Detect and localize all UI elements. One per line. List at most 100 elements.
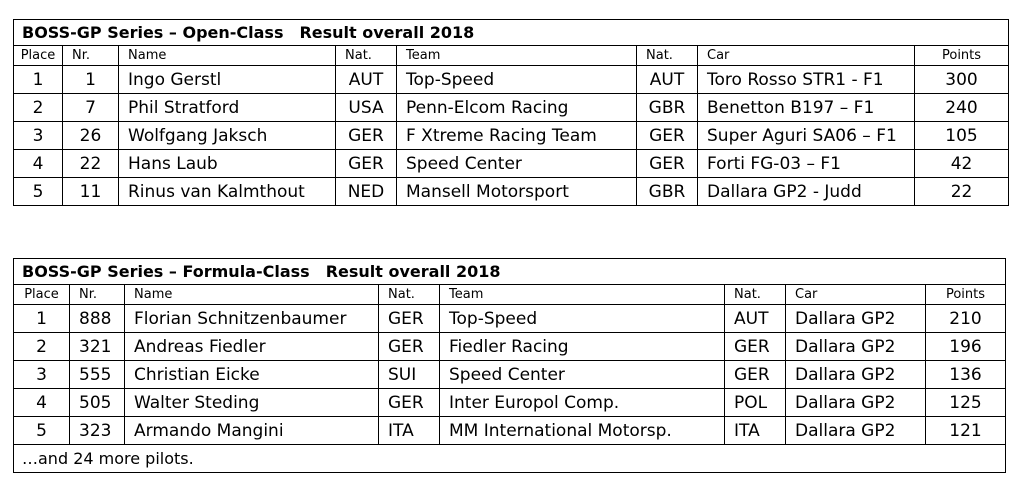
table-row: 1 1 Ingo Gerstl AUT Top-Speed AUT Toro R… xyxy=(13,65,1010,94)
number-cell: 888 xyxy=(69,304,125,333)
team-nationality-cell: GBR xyxy=(636,177,698,206)
team-cell: Top-Speed xyxy=(396,65,637,94)
place-cell: 1 xyxy=(13,65,63,94)
car-cell: Dallara GP2 xyxy=(785,416,926,445)
points-cell: 121 xyxy=(924,416,1007,445)
place-cell: 1 xyxy=(13,304,70,333)
place-cell: 4 xyxy=(13,149,63,178)
team-nationality-cell: ITA xyxy=(724,416,786,445)
series-title: BOSS-GP Series – Formula-Class xyxy=(22,262,310,281)
points-cell: 136 xyxy=(924,360,1007,389)
number-cell: 323 xyxy=(69,416,125,445)
points-cell: 125 xyxy=(924,388,1007,417)
team-nationality-cell: GER xyxy=(636,121,698,150)
team-cell: Top-Speed xyxy=(439,304,725,333)
team-cell: Speed Center xyxy=(439,360,725,389)
formula-class-body: BOSS-GP Series – Formula-Class Result ove… xyxy=(12,258,1007,473)
col-header-team-nat: Nat. xyxy=(636,45,698,66)
number-cell: 7 xyxy=(62,93,119,122)
table-title-row: BOSS-GP Series – Formula-Class Result ove… xyxy=(12,258,1007,285)
result-subtitle: Result overall 2018 xyxy=(325,262,501,281)
name-cell: Armando Mangini xyxy=(124,416,379,445)
car-cell: Forti FG-03 – F1 xyxy=(697,149,915,178)
nationality-cell: GER xyxy=(335,121,397,150)
header-row: Place Nr. Name Nat. Team Nat. Car Points xyxy=(13,284,1007,305)
col-header-team: Team xyxy=(439,284,725,305)
name-cell: Andreas Fiedler xyxy=(124,332,379,361)
team-cell: Fiedler Racing xyxy=(439,332,725,361)
car-cell: Dallara GP2 xyxy=(785,332,926,361)
name-cell: Walter Steding xyxy=(124,388,379,417)
col-header-nr: Nr. xyxy=(69,284,125,305)
table-row: 2 7 Phil Stratford USA Penn-Elcom Racing… xyxy=(13,93,1010,122)
name-cell: Christian Eicke xyxy=(124,360,379,389)
place-cell: 2 xyxy=(13,93,63,122)
team-nationality-cell: POL xyxy=(724,388,786,417)
place-cell: 5 xyxy=(13,177,63,206)
car-cell: Dallara GP2 xyxy=(785,360,926,389)
number-cell: 555 xyxy=(69,360,125,389)
open-class-body: BOSS-GP Series – Open-Class Result overal… xyxy=(12,19,1010,206)
nationality-cell: NED xyxy=(335,177,397,206)
table-row: 5 11 Rinus van Kalmthout NED Mansell Mot… xyxy=(13,177,1010,206)
table-row: 5 323 Armando Mangini ITA MM Internation… xyxy=(13,416,1007,445)
number-cell: 22 xyxy=(62,149,119,178)
name-cell: Phil Stratford xyxy=(118,93,336,122)
place-cell: 4 xyxy=(13,388,70,417)
number-cell: 26 xyxy=(62,121,119,150)
name-cell: Hans Laub xyxy=(118,149,336,178)
points-cell: 210 xyxy=(924,304,1007,333)
col-header-points: Points xyxy=(913,45,1010,66)
col-header-car: Car xyxy=(697,45,915,66)
place-cell: 3 xyxy=(13,121,63,150)
place-cell: 5 xyxy=(13,416,70,445)
table-title: BOSS-GP Series – Open-Class Result overal… xyxy=(12,19,1010,46)
formula-class-results-table: BOSS-GP Series – Formula-Class Result ove… xyxy=(12,258,1007,473)
table-row: 4 505 Walter Steding GER Inter Europol C… xyxy=(13,388,1007,417)
result-subtitle: Result overall 2018 xyxy=(299,23,475,42)
points-cell: 196 xyxy=(924,332,1007,361)
col-header-place: Place xyxy=(13,284,70,305)
nationality-cell: USA xyxy=(335,93,397,122)
series-title: BOSS-GP Series – Open-Class xyxy=(22,23,284,42)
place-cell: 3 xyxy=(13,360,70,389)
table-title-row: BOSS-GP Series – Open-Class Result overal… xyxy=(12,19,1010,46)
nationality-cell: GER xyxy=(378,388,440,417)
table-row: 2 321 Andreas Fiedler GER Fiedler Racing… xyxy=(13,332,1007,361)
nationality-cell: SUI xyxy=(378,360,440,389)
place-cell: 2 xyxy=(13,332,70,361)
nationality-cell: GER xyxy=(378,332,440,361)
nationality-cell: GER xyxy=(335,149,397,178)
footer-row: …and 24 more pilots. xyxy=(12,444,1007,473)
team-nationality-cell: GBR xyxy=(636,93,698,122)
team-nationality-cell: GER xyxy=(724,332,786,361)
points-cell: 240 xyxy=(913,93,1010,122)
points-cell: 300 xyxy=(913,65,1010,94)
number-cell: 505 xyxy=(69,388,125,417)
team-cell: Penn-Elcom Racing xyxy=(396,93,637,122)
team-nationality-cell: AUT xyxy=(636,65,698,94)
col-header-name: Name xyxy=(124,284,379,305)
car-cell: Benetton B197 – F1 xyxy=(697,93,915,122)
more-pilots-note: …and 24 more pilots. xyxy=(12,444,1007,473)
team-nationality-cell: GER xyxy=(636,149,698,178)
team-nationality-cell: GER xyxy=(724,360,786,389)
col-header-name: Name xyxy=(118,45,336,66)
team-cell: Speed Center xyxy=(396,149,637,178)
car-cell: Super Aguri SA06 – F1 xyxy=(697,121,915,150)
col-header-points: Points xyxy=(924,284,1007,305)
col-header-nat: Nat. xyxy=(378,284,440,305)
table-title: BOSS-GP Series – Formula-Class Result ove… xyxy=(12,258,1007,285)
number-cell: 1 xyxy=(62,65,119,94)
table-row: 3 26 Wolfgang Jaksch GER F Xtreme Racing… xyxy=(13,121,1010,150)
team-cell: Inter Europol Comp. xyxy=(439,388,725,417)
table-row: 3 555 Christian Eicke SUI Speed Center G… xyxy=(13,360,1007,389)
car-cell: Dallara GP2 xyxy=(785,388,926,417)
header-row: Place Nr. Name Nat. Team Nat. Car Points xyxy=(13,45,1010,66)
team-cell: MM International Motorsp. xyxy=(439,416,725,445)
col-header-team: Team xyxy=(396,45,637,66)
car-cell: Toro Rosso STR1 - F1 xyxy=(697,65,915,94)
name-cell: Rinus van Kalmthout xyxy=(118,177,336,206)
col-header-team-nat: Nat. xyxy=(724,284,786,305)
name-cell: Ingo Gerstl xyxy=(118,65,336,94)
